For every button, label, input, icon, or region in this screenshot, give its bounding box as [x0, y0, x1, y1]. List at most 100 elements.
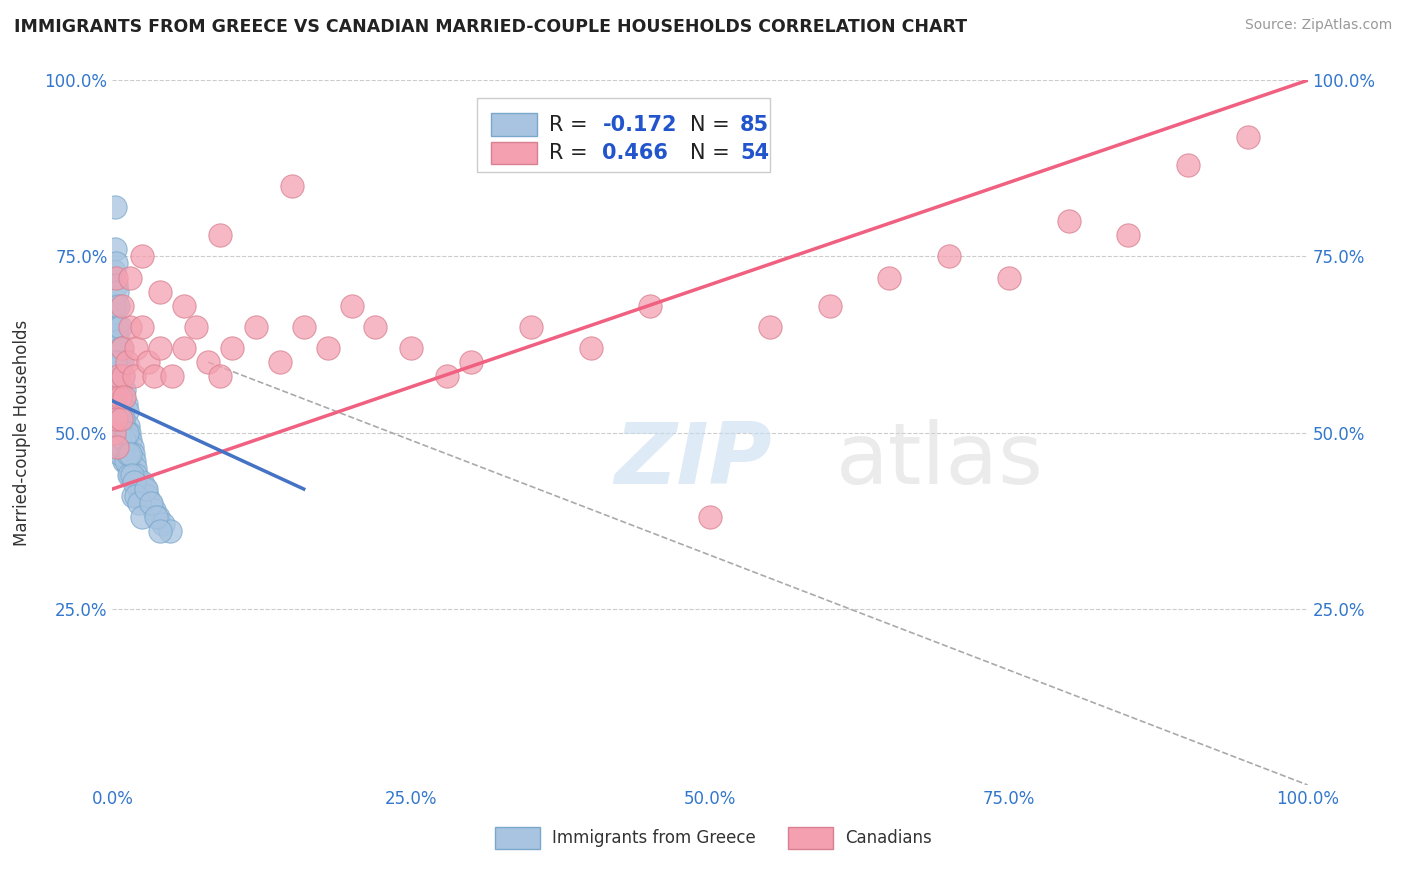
Point: [103, 397, 125, 411]
Point: [111, 425, 134, 440]
Point: [121, 440, 143, 454]
Point: [117, 447, 139, 461]
Point: [105, 404, 128, 418]
Point: [149, 285, 172, 299]
Point: [879, 270, 901, 285]
Point: [107, 334, 129, 348]
Text: N =: N =: [690, 115, 737, 135]
Text: R =: R =: [548, 143, 593, 163]
Point: [117, 418, 139, 433]
Point: [998, 270, 1021, 285]
Point: [105, 285, 128, 299]
Point: [112, 411, 135, 425]
Point: [115, 440, 138, 454]
Point: [209, 228, 232, 243]
Point: [103, 425, 125, 440]
Point: [107, 369, 129, 384]
Point: [115, 425, 138, 440]
Point: [401, 341, 423, 355]
Point: [186, 320, 208, 334]
Point: [149, 341, 172, 355]
Text: Source: ZipAtlas.com: Source: ZipAtlas.com: [1244, 18, 1392, 32]
Text: Canadians: Canadians: [845, 829, 932, 847]
Point: [120, 270, 142, 285]
Point: [108, 391, 131, 405]
Point: [129, 489, 152, 503]
Point: [108, 447, 131, 461]
Point: [121, 447, 143, 461]
Bar: [495, 827, 540, 849]
Point: [112, 440, 135, 454]
Point: [138, 355, 160, 369]
Point: [114, 384, 135, 398]
Point: [114, 454, 135, 468]
Point: [131, 475, 153, 489]
Bar: [477, 98, 770, 172]
Point: [640, 299, 662, 313]
Point: [114, 433, 136, 447]
Point: [104, 391, 127, 405]
Point: [125, 467, 148, 482]
Point: [120, 447, 142, 461]
Point: [292, 320, 315, 334]
Point: [118, 467, 141, 482]
Point: [460, 355, 482, 369]
Text: atlas: atlas: [835, 419, 1043, 502]
Point: [110, 411, 132, 425]
Point: [120, 467, 142, 482]
Point: [759, 320, 782, 334]
Bar: [787, 827, 834, 849]
Point: [143, 503, 166, 517]
Point: [104, 299, 127, 313]
Point: [131, 510, 153, 524]
Point: [104, 243, 127, 257]
Point: [105, 440, 128, 454]
Point: [316, 341, 339, 355]
Y-axis label: Married-couple Households: Married-couple Households: [13, 319, 31, 546]
Text: 0.466: 0.466: [603, 143, 668, 163]
Point: [105, 326, 128, 341]
Point: [122, 475, 145, 489]
Point: [117, 454, 139, 468]
Bar: [491, 142, 537, 164]
Point: [122, 454, 145, 468]
Point: [159, 524, 181, 539]
Point: [107, 369, 129, 384]
Point: [209, 369, 232, 384]
Point: [114, 418, 135, 433]
Point: [112, 404, 135, 418]
Point: [110, 341, 132, 355]
Text: -0.172: -0.172: [603, 115, 676, 135]
Point: [111, 299, 134, 313]
Point: [121, 467, 143, 482]
Point: [135, 482, 157, 496]
Point: [579, 341, 602, 355]
Point: [146, 510, 169, 524]
Point: [938, 250, 960, 264]
Point: [143, 369, 166, 384]
Point: [110, 447, 132, 461]
Point: [139, 496, 162, 510]
Point: [173, 341, 195, 355]
Point: [105, 369, 128, 384]
Point: [162, 369, 183, 384]
Point: [699, 510, 721, 524]
Point: [281, 178, 304, 194]
Point: [120, 433, 142, 447]
Point: [110, 411, 132, 425]
Point: [114, 391, 135, 405]
Point: [145, 510, 167, 524]
Point: [121, 489, 143, 503]
Point: [152, 517, 174, 532]
Point: [105, 355, 128, 369]
Point: [436, 369, 458, 384]
Point: [110, 411, 132, 425]
Point: [107, 425, 129, 440]
Text: 54: 54: [740, 143, 769, 163]
Point: [108, 391, 131, 405]
Point: [122, 369, 145, 384]
Point: [105, 277, 128, 292]
Bar: [491, 113, 537, 136]
Text: R =: R =: [548, 115, 593, 135]
Point: [120, 320, 142, 334]
